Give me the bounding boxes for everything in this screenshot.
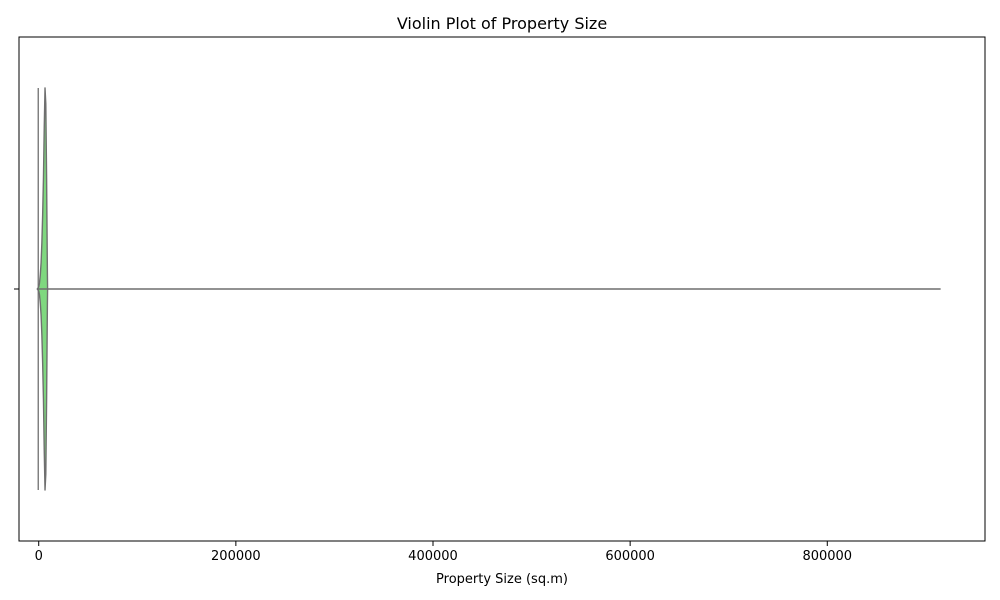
x-tick-label: 800000 [802, 549, 852, 564]
x-axis-label: Property Size (sq.m) [436, 572, 568, 587]
chart-title: Violin Plot of Property Size [397, 14, 607, 33]
plot-area: 0 200000 400000 600000 800000 [14, 36, 986, 564]
x-tick-label: 400000 [408, 549, 458, 564]
x-tick-label: 600000 [605, 549, 655, 564]
x-tick-label: 200000 [211, 549, 261, 564]
x-tick-label: 0 [35, 549, 43, 564]
